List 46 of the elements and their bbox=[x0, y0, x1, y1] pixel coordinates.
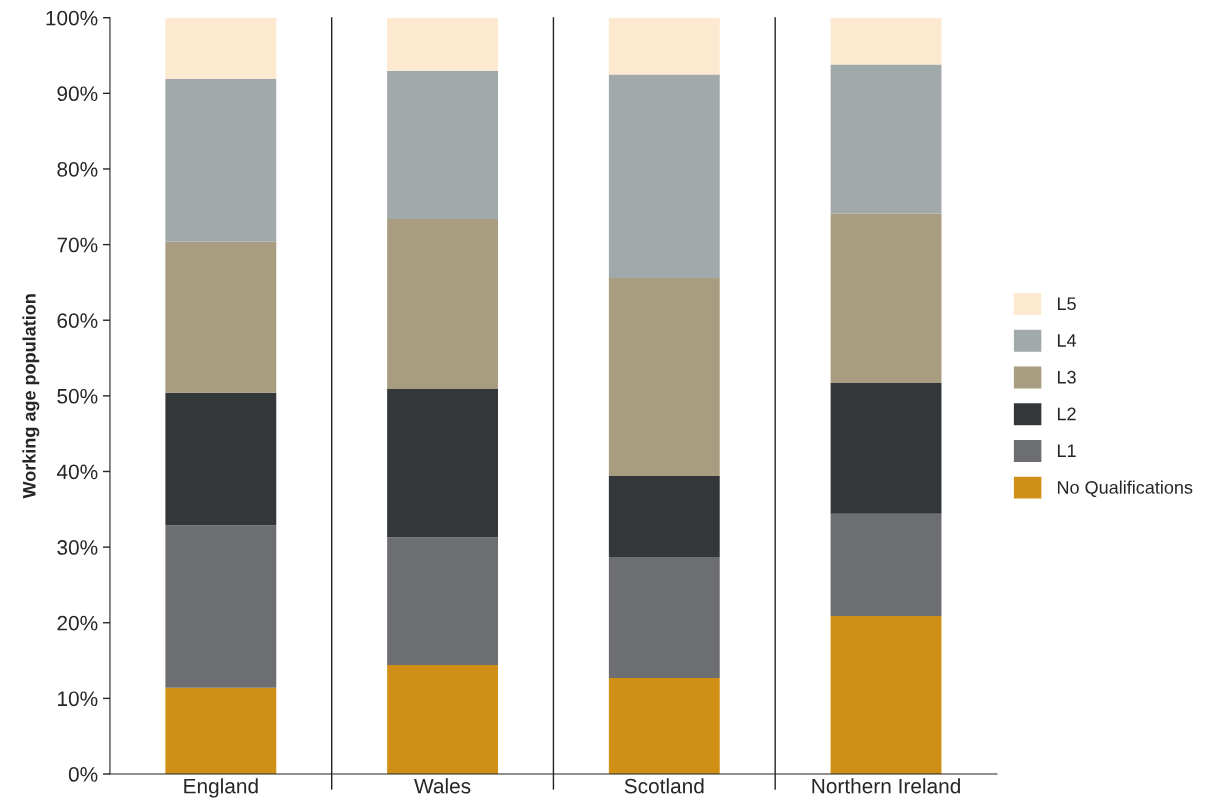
bar bbox=[608, 74, 720, 278]
bar bbox=[165, 241, 277, 393]
bar bbox=[165, 78, 277, 242]
bar bbox=[165, 392, 277, 526]
bar bbox=[830, 64, 942, 214]
y-tick-label: 100% bbox=[46, 10, 98, 26]
y-tick-label: 0% bbox=[68, 767, 98, 782]
bar bbox=[830, 513, 942, 616]
y-tick-label: 30% bbox=[57, 540, 98, 555]
legend-label: L1 bbox=[1057, 444, 1076, 457]
bar bbox=[387, 17, 498, 71]
bar bbox=[165, 525, 277, 688]
y-axis-title: Working age population bbox=[22, 294, 40, 499]
x-tick-label: Wales bbox=[414, 778, 471, 794]
bar bbox=[608, 556, 720, 678]
x-tick-label: Northern Ireland bbox=[812, 778, 960, 794]
legend-label: L5 bbox=[1057, 297, 1076, 311]
y-tick-label: 10% bbox=[58, 691, 98, 707]
bar bbox=[165, 687, 277, 775]
bar bbox=[165, 17, 277, 79]
legend-label: L4 bbox=[1057, 334, 1077, 347]
bar bbox=[608, 277, 720, 477]
y-tick-label: 50% bbox=[57, 388, 98, 404]
bar bbox=[387, 218, 498, 390]
legend-label: L3 bbox=[1057, 370, 1076, 384]
bar bbox=[608, 17, 720, 75]
bar bbox=[387, 537, 498, 666]
bar bbox=[830, 17, 942, 65]
bar bbox=[387, 665, 498, 775]
y-tick-label: 60% bbox=[57, 313, 98, 328]
bar bbox=[608, 476, 720, 557]
bar bbox=[830, 383, 942, 514]
bar bbox=[387, 389, 498, 538]
bar bbox=[830, 213, 942, 383]
y-tick-label: 90% bbox=[57, 86, 98, 102]
y-tick-label: 70% bbox=[57, 237, 98, 253]
bar bbox=[387, 70, 498, 219]
x-tick-label: Scotland bbox=[624, 778, 704, 794]
bar bbox=[830, 615, 942, 775]
bar bbox=[608, 677, 720, 775]
y-tick-label: 40% bbox=[56, 464, 98, 480]
legend-label: No Qualifications bbox=[1057, 480, 1193, 498]
y-tick-label: 80% bbox=[57, 161, 98, 177]
legend-label: L2 bbox=[1057, 407, 1076, 421]
y-tick-label: 20% bbox=[57, 615, 98, 631]
x-tick-label: England bbox=[184, 778, 258, 798]
